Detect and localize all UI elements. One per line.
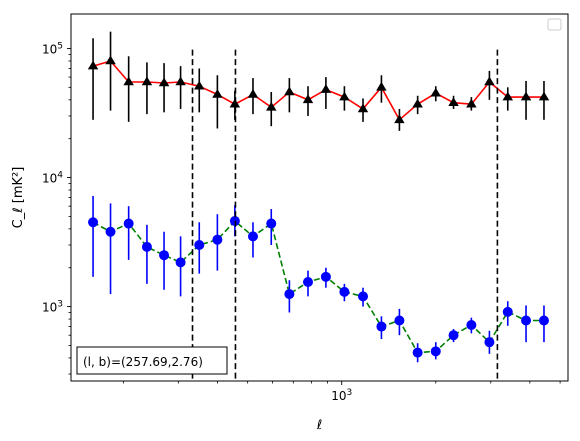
series-2-point xyxy=(88,217,99,228)
series-2-line xyxy=(92,219,544,354)
y-tick-label: 103 xyxy=(42,300,63,315)
series-1-point xyxy=(141,76,153,86)
series-2-point xyxy=(430,346,441,357)
series-1-point xyxy=(448,97,459,106)
series-2-point xyxy=(247,231,258,242)
vertical-dashed-lines xyxy=(191,49,499,381)
series-2-point xyxy=(266,218,277,229)
series-2-point xyxy=(284,289,295,300)
series-2-point xyxy=(105,226,116,237)
series-2-point xyxy=(302,277,313,288)
series-2-point xyxy=(123,218,134,229)
series-2-point xyxy=(448,330,459,341)
series-1-point xyxy=(376,81,387,91)
series-1-line xyxy=(92,60,544,122)
series-2-point xyxy=(358,291,369,302)
series-1-point xyxy=(302,94,314,104)
series-1-point xyxy=(158,77,170,87)
series-1-point xyxy=(194,80,205,90)
series-1-point xyxy=(502,91,513,101)
series-1-point xyxy=(105,55,116,65)
annotation: (l, b)=(257.69,2.76) xyxy=(76,346,228,375)
y-tick-label: 104 xyxy=(42,171,63,186)
series-1-point xyxy=(320,84,332,93)
series-2-point xyxy=(538,315,549,326)
series-2-point xyxy=(194,240,205,251)
series-1-point xyxy=(339,91,350,101)
y-tick-label: 105 xyxy=(42,41,63,56)
series-1-point xyxy=(357,103,369,113)
legend xyxy=(547,18,562,31)
series-1-point xyxy=(484,76,495,86)
series-2-point xyxy=(376,321,387,332)
series-1-point xyxy=(430,87,441,97)
series-2-point xyxy=(521,315,532,326)
series-1-point xyxy=(284,86,295,96)
series-2-point xyxy=(484,337,495,348)
series-1-point xyxy=(87,60,99,70)
series-1-point xyxy=(538,91,550,101)
series-1-point xyxy=(212,89,223,98)
plot-area xyxy=(87,31,550,363)
series-2-point xyxy=(339,286,350,297)
annotation-box xyxy=(76,346,228,375)
y-axis-label: C_ℓ [mK²] xyxy=(11,167,26,229)
series-1-point xyxy=(412,98,423,108)
series-2-point xyxy=(412,347,423,358)
x-tick-label: 103 xyxy=(331,388,352,403)
series-1-point xyxy=(394,114,405,124)
legend-box xyxy=(547,18,562,31)
series-2-point xyxy=(141,241,152,252)
x-axis-label: ℓ xyxy=(316,418,322,433)
series-2-point xyxy=(502,306,513,317)
series-2-point xyxy=(394,315,405,326)
series-1-point xyxy=(266,101,277,111)
series-1 xyxy=(87,31,550,131)
series-1-point xyxy=(466,98,477,108)
series-1-point xyxy=(123,76,134,86)
series-1-point xyxy=(520,91,532,101)
series-2-point xyxy=(212,234,223,245)
series-1-point xyxy=(247,89,259,98)
annotation-text: (l, b)=(257.69,2.76) xyxy=(83,355,203,369)
series-2-point xyxy=(159,250,170,261)
series-1-point xyxy=(175,76,186,86)
series-2-point xyxy=(175,257,186,268)
series-2-point xyxy=(320,271,331,282)
plot-frame xyxy=(70,13,569,382)
series-2-point xyxy=(466,319,477,330)
series-2 xyxy=(88,195,549,363)
